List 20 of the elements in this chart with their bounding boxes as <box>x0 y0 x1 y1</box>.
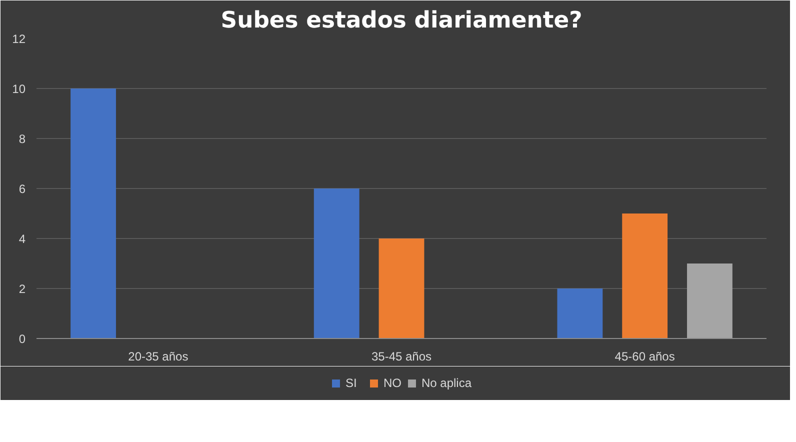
y-tick-label: 4 <box>18 232 26 246</box>
x-tick-label: 20-35 años <box>128 350 188 364</box>
y-tick-label: 8 <box>18 132 26 146</box>
y-tick-label: 2 <box>18 282 26 296</box>
bar <box>687 264 732 338</box>
y-tick-label: 12 <box>12 32 26 46</box>
y-tick-label: 0 <box>18 332 26 346</box>
legend-label: No aplica <box>421 376 472 390</box>
y-tick-label: 10 <box>12 82 26 96</box>
bar <box>70 88 116 338</box>
bar <box>314 188 360 338</box>
bar <box>557 288 603 338</box>
x-tick-label: 45-60 años <box>614 350 675 364</box>
bar <box>378 238 424 338</box>
y-tick-label: 6 <box>18 182 26 196</box>
x-tick-label: 35-45 años <box>371 350 432 364</box>
legend-label: NO <box>383 376 402 390</box>
bar <box>622 214 668 338</box>
legend-label: SI <box>345 376 358 390</box>
chart-title: Subes estados diariamente? <box>220 8 582 34</box>
